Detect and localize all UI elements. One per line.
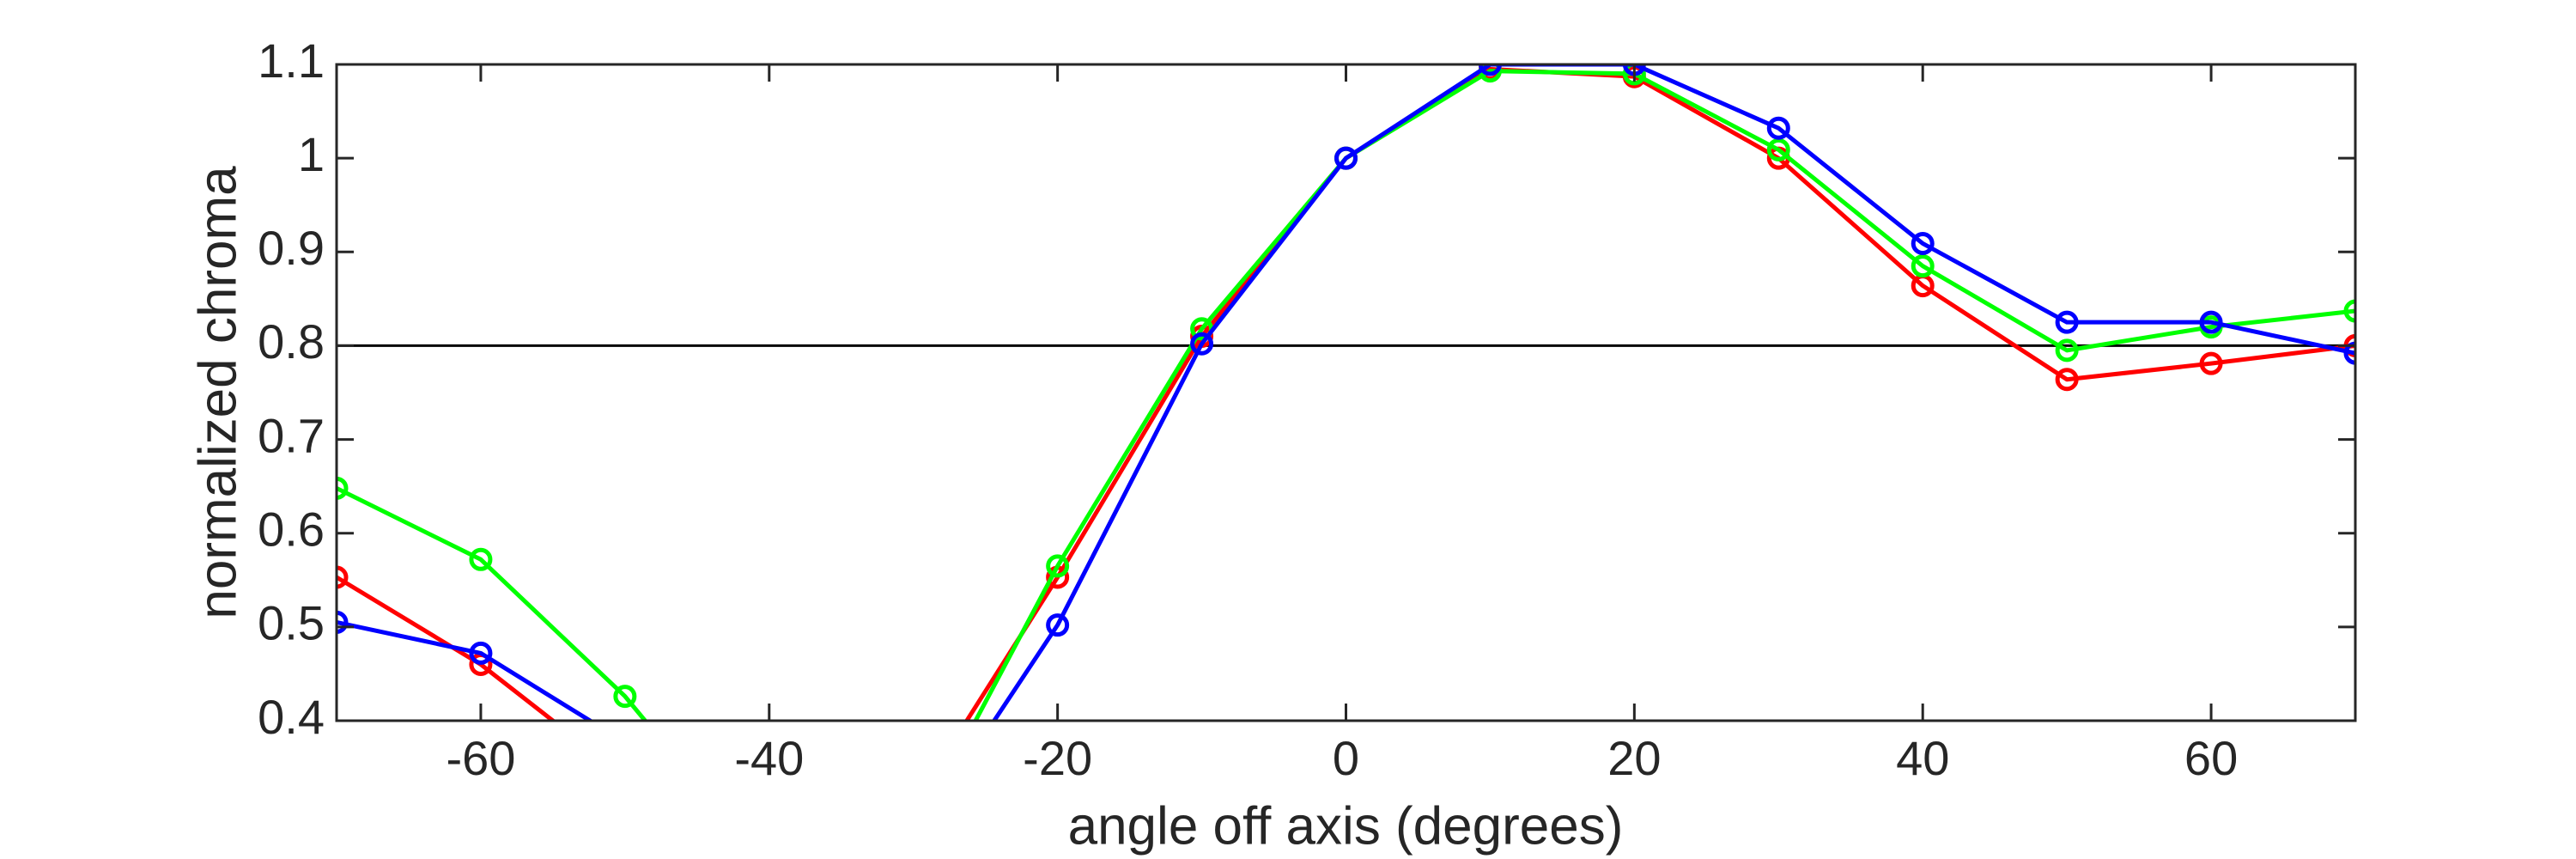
data-point: [2343, 299, 2355, 323]
plot-area: [337, 64, 2355, 852]
data-point: [1046, 554, 1070, 578]
y-tick-label: 0.8: [258, 314, 325, 369]
data-point: [337, 476, 349, 500]
data-point: [2055, 368, 2079, 392]
data-point: [616, 767, 635, 786]
data-point: [2199, 310, 2223, 334]
data-point: [1046, 613, 1070, 637]
data-point: [1766, 137, 1790, 161]
data-point: [1334, 146, 1358, 170]
x-tick-label: 0: [1333, 731, 1359, 785]
y-tick-label: 0.4: [258, 690, 325, 744]
y-tick-label: 1: [298, 127, 325, 181]
y-axis-label: normalized chroma: [188, 166, 247, 619]
data-point: [904, 828, 923, 847]
data-point: [2199, 351, 2223, 375]
data-point: [469, 641, 493, 665]
series-line: [337, 64, 2355, 721]
data-point: [1766, 116, 1790, 140]
data-point: [469, 547, 493, 571]
data-point: [616, 733, 635, 752]
y-tick-label: 0.5: [258, 596, 325, 650]
y-tick-label: 0.7: [258, 408, 325, 462]
x-tick-label: 60: [2184, 731, 2238, 785]
data-point: [613, 685, 637, 709]
data-point: [904, 795, 923, 814]
data-point: [1911, 254, 1935, 278]
y-tick-label: 0.6: [258, 503, 325, 557]
y-tick-label: 0.9: [258, 221, 325, 275]
data-point: [337, 610, 349, 634]
data-point: [1190, 332, 1214, 356]
data-point: [1478, 64, 1502, 76]
data-point: [1622, 64, 1646, 86]
data-point: [1911, 231, 1935, 255]
x-tick-label: -20: [1023, 731, 1092, 785]
y-tick-label: 1.1: [258, 34, 325, 88]
x-tick-label: -40: [734, 731, 804, 785]
x-tick-label: 20: [1607, 731, 1661, 785]
data-point: [2055, 310, 2079, 334]
data-point: [2343, 341, 2355, 365]
x-tick-label: -60: [446, 731, 515, 785]
data-point: [337, 565, 349, 589]
x-axis-label: angle off axis (degrees): [1068, 796, 1624, 856]
data-point: [904, 833, 923, 852]
data-point: [2055, 338, 2079, 362]
axes-box: [335, 63, 2357, 722]
x-tick-label: 40: [1896, 731, 1949, 785]
